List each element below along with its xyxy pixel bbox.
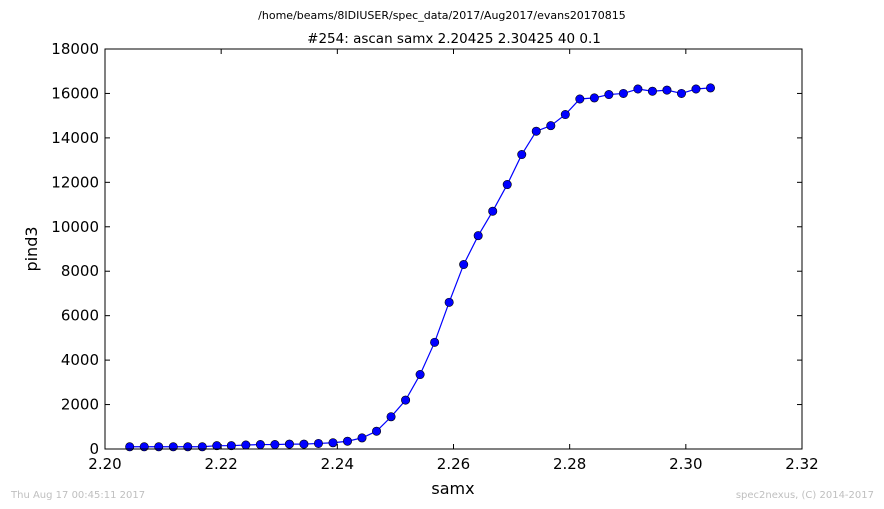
data-point (517, 150, 527, 160)
data-point (546, 121, 556, 131)
chart-suptitle: /home/beams/8IDIUSER/spec_data/2017/Aug2… (258, 9, 626, 22)
chart-title: #254: ascan samx 2.20425 2.30425 40 0.1 (307, 31, 601, 47)
data-point (154, 442, 164, 452)
data-point (372, 426, 382, 436)
data-point (168, 442, 178, 452)
data-point (386, 412, 396, 422)
y-tick-label: 4000 (61, 351, 99, 369)
y-tick-label: 10000 (51, 218, 99, 236)
y-tick-label: 16000 (51, 84, 99, 102)
data-point (197, 442, 207, 452)
y-tick-label: 14000 (51, 129, 99, 147)
data-points (125, 83, 716, 452)
data-point (647, 86, 657, 96)
footer-timestamp: Thu Aug 17 00:45:11 2017 (10, 490, 145, 501)
data-point (342, 436, 352, 446)
footer-credit: spec2nexus, (C) 2014-2017 (736, 490, 874, 501)
series-line (129, 87, 711, 448)
data-point (125, 442, 135, 452)
y-tick-label: 2000 (61, 396, 99, 414)
x-tick-label: 2.24 (321, 455, 354, 473)
data-point (313, 438, 323, 448)
data-point (676, 88, 686, 98)
data-point (401, 395, 411, 405)
data-point (284, 439, 294, 449)
data-point (444, 297, 454, 307)
data-point (604, 90, 614, 100)
data-point (430, 337, 440, 347)
data-point (502, 180, 512, 190)
data-point (183, 442, 193, 452)
data-point (589, 93, 599, 103)
y-tick-label: 8000 (61, 262, 99, 280)
x-tick-label: 2.26 (437, 455, 470, 473)
y-tick-label: 12000 (51, 173, 99, 191)
data-point (633, 84, 643, 94)
x-tick-label: 2.30 (669, 455, 702, 473)
x-axis-label: samx (431, 479, 474, 498)
y-tick-label: 6000 (61, 307, 99, 325)
data-point (415, 370, 425, 380)
data-point (618, 88, 628, 98)
data-point (575, 94, 585, 104)
data-point (139, 442, 149, 452)
y-tick-label: 18000 (51, 40, 99, 58)
data-point (488, 206, 498, 216)
data-point (691, 84, 701, 94)
data-point (270, 440, 280, 450)
y-axis-label: pind3 (22, 226, 41, 271)
data-point (459, 260, 469, 270)
data-point (241, 440, 251, 450)
data-point (226, 441, 236, 451)
data-point (662, 85, 672, 95)
y-tick-label: 0 (89, 440, 99, 458)
x-tick-label: 2.22 (204, 455, 237, 473)
data-point (299, 439, 309, 449)
data-point (473, 231, 483, 241)
data-point (560, 110, 570, 120)
series-line-layer (129, 87, 711, 448)
data-point (531, 126, 541, 136)
data-point (212, 441, 222, 451)
data-point (328, 438, 338, 448)
data-point (357, 433, 367, 443)
data-point (706, 83, 716, 93)
x-tick-label: 2.20 (88, 455, 121, 473)
x-tick-label: 2.32 (785, 455, 818, 473)
axis-ticks: 2.20 2.22 2.24 2.26 2.28 2.30 2.32 0 2000 4000 600… (51, 40, 818, 473)
plot-frame (104, 48, 803, 450)
x-tick-label: 2.28 (553, 455, 586, 473)
data-point (255, 440, 265, 450)
